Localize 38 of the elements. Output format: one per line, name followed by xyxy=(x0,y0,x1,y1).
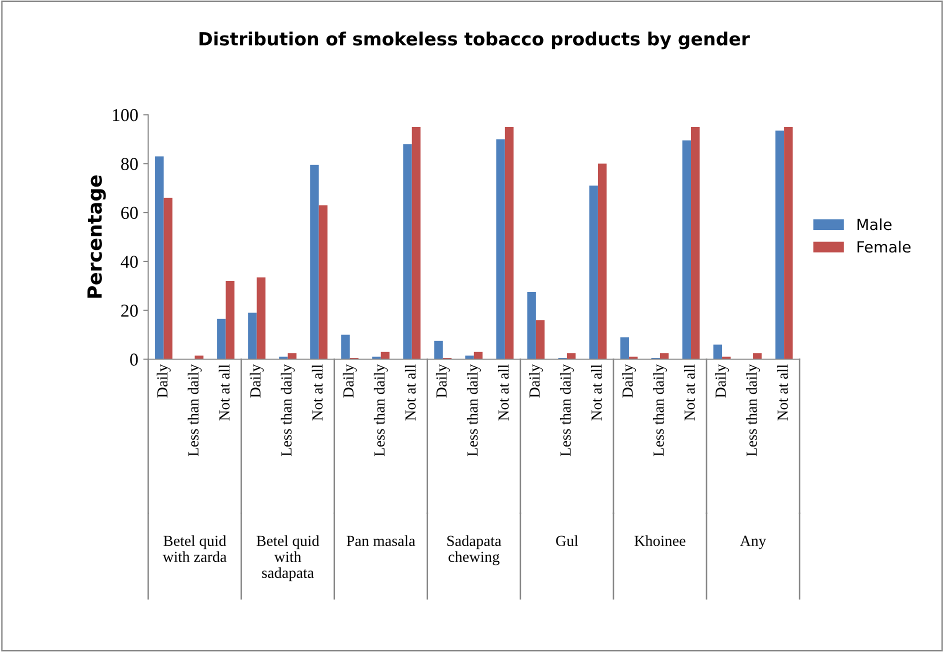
text: Betel quid with zarda xyxy=(162,535,227,562)
x-tick-label: Less than daily xyxy=(653,364,667,456)
chart-title: Distribution of smokeless tobacco products by gender xyxy=(200,32,750,50)
x-tick-label: Not at all xyxy=(218,364,230,421)
x-tick-label: Not at all xyxy=(404,364,416,421)
x-tick-label: Daily xyxy=(528,364,543,398)
text: Pan masala xyxy=(346,535,416,546)
text: Betel quid with sadapata xyxy=(256,535,320,582)
x-tick-label: Daily xyxy=(342,364,357,398)
x-tick-label: Less than daily xyxy=(280,364,295,456)
y-tick-label: 60 xyxy=(121,206,138,219)
text: Khoinee xyxy=(634,535,686,546)
text: Any xyxy=(740,536,766,550)
x-tick-label: Not at all xyxy=(498,364,509,421)
x-tick-label: Not at all xyxy=(591,364,602,421)
legend-label: Male xyxy=(858,218,892,230)
y-tick-label: 80 xyxy=(121,158,138,170)
x-tick-label: Not at all xyxy=(777,364,788,421)
x-tick-label: Daily xyxy=(250,364,264,398)
x-tick-label: Daily xyxy=(715,364,729,398)
x-tick-label: Less than daily xyxy=(374,364,388,456)
y-axis-title: Percentage xyxy=(87,175,106,298)
y-tick-label: 20 xyxy=(121,304,138,317)
x-tick-label: Less than daily xyxy=(466,364,481,456)
text: Sadapata chewing xyxy=(447,535,502,566)
y-tick-label: 100 xyxy=(112,109,138,122)
x-tick-label: Daily xyxy=(156,364,171,398)
x-tick-label: Not at all xyxy=(684,364,695,421)
x-tick-label: Less than daily xyxy=(188,364,202,456)
x-tick-label: Daily xyxy=(436,364,450,398)
legend-label: Female xyxy=(858,240,911,253)
x-tick-label: Less than daily xyxy=(746,364,760,456)
y-tick-label: 40 xyxy=(120,256,138,268)
x-tick-label: Less than daily xyxy=(560,364,574,456)
x-tick-label: Daily xyxy=(622,364,636,398)
y-tick-label: 0 xyxy=(130,354,138,366)
x-tick-label: Not at all xyxy=(312,364,323,421)
text: Gul xyxy=(556,535,578,546)
